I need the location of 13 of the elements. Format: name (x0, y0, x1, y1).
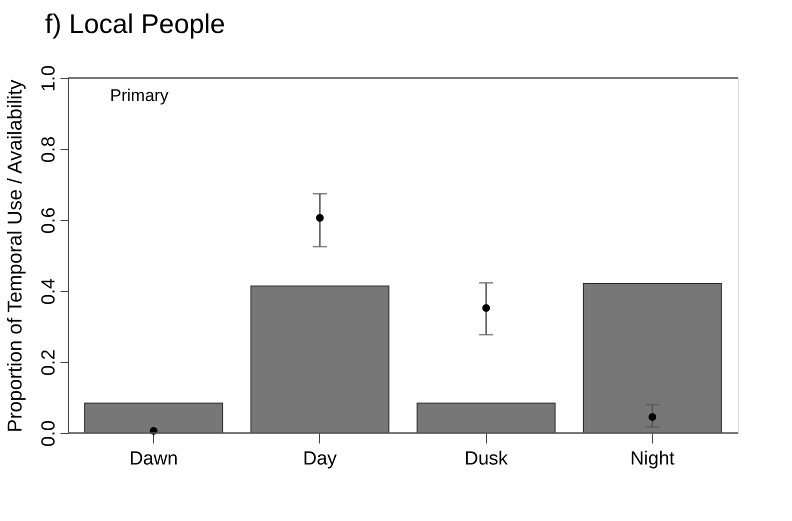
y-tick-label: 1.0 (38, 65, 60, 92)
x-tick-label: Day (302, 448, 338, 470)
annotation: Primary (110, 86, 170, 105)
x-tick-label: Dawn (129, 448, 178, 470)
y-tick-label: 0.4 (38, 278, 60, 305)
x-tick-label: Night (630, 448, 676, 470)
y-axis-title: Proportion of Temporal Use / Availability (4, 80, 26, 432)
y-tick-label: 0.2 (38, 349, 60, 376)
x-tick-label: Dusk (464, 448, 508, 470)
y-tick-label: 0.8 (38, 136, 60, 163)
y-tick-label: 0.0 (38, 420, 60, 447)
y-tick-label: 0.6 (38, 207, 60, 234)
chart-title: f) Local People (45, 8, 226, 39)
